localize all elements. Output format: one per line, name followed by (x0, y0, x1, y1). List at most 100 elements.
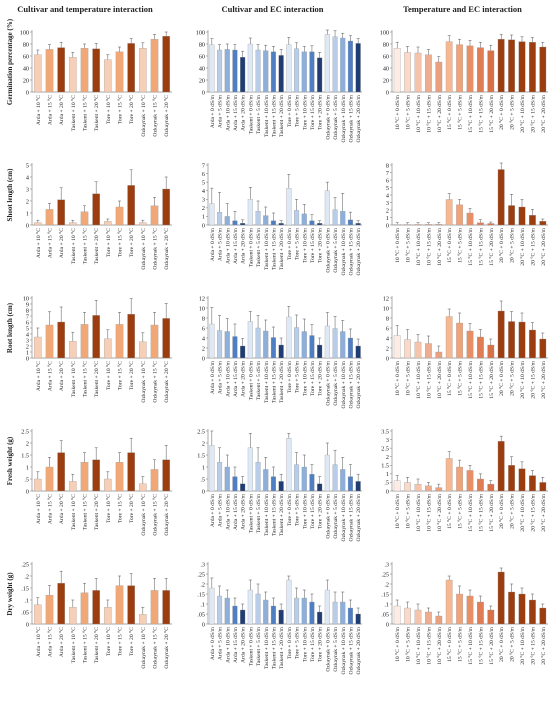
chart8-bar-11 (286, 316, 292, 359)
chart12-bar-4 (425, 485, 432, 492)
chart1-ytick-label-3: 60 (23, 53, 29, 60)
chart15-xtick-label-10: 15 °C + 20 dS/m (488, 626, 495, 664)
chart5-xtick-label-3: Arda + 10 dS/m (225, 227, 231, 264)
chart10-bar-6 (92, 459, 100, 492)
chart15-xtick-label-2: 10 °C + 5 dS/m (405, 626, 412, 662)
chart4-ytick-label-2: 2 (26, 198, 29, 205)
chart10-xtick-label-11: Ozkaynak + 15 °C (152, 494, 159, 536)
chart9-bar-9 (477, 336, 484, 359)
chart3-xtick-label-2: 10 °C + 5 dS/m (405, 94, 412, 130)
chart4-bar-11 (150, 205, 159, 226)
chart9-xtick-label-5: 10 °C + 20 dS/m (436, 360, 443, 398)
chart15-bar-3 (414, 609, 422, 625)
chart14-bar-7 (255, 593, 261, 625)
chart7-bar-1 (34, 336, 42, 359)
chart4-ytick-label-0: 0 (26, 222, 29, 229)
chart14-bar-6 (247, 589, 253, 625)
chart9-xtick-label-4: 10 °C + 15 dS/m (425, 360, 432, 398)
chart15-xtick-label-15: 20 °C + 20 dS/m (540, 626, 547, 664)
chart12-bar-7 (456, 466, 463, 492)
chart5-bar-14 (309, 220, 315, 226)
chart9-xtick-label-1: 10 °C + 0 dS/m (394, 360, 401, 396)
chart2-bar-17 (332, 36, 338, 93)
chart1-bar-1 (34, 54, 42, 93)
chart2-xtick-label-7: Taskent + 5 dS/m (256, 94, 262, 134)
chart7-xtick-label-10: Ozkaynak + 10 °C (140, 361, 147, 403)
chart7-xtick-label-4: Taskent + 10 °C (70, 361, 77, 397)
chart7-xtick-label-11: Ozkaynak + 15 °C (152, 361, 159, 403)
chart15-ytick-label-3: .15 (381, 591, 389, 598)
chart9-xtick-label-10: 15 °C + 20 dS/m (488, 360, 495, 398)
chart2-ytick-label-2: 40 (199, 65, 205, 72)
chart3-xtick-label-8: 15 °C + 10 dS/m (467, 94, 474, 132)
chart5-ytick-label-4: 4 (202, 188, 205, 195)
chart4-bar-7 (104, 221, 112, 226)
chart5-xtick-label-11: Tore + 0 dS/m (287, 227, 293, 260)
chart5-ytick-label-1: 1 (202, 214, 205, 221)
chart6-bar-1 (393, 224, 401, 226)
chart10-bar-1 (34, 478, 42, 492)
chart8-xtick-label-12: Tore + 5 dS/m (295, 360, 301, 393)
chart11-bar-3 (224, 466, 230, 492)
chart6-ytick-label-0: 0 (386, 222, 389, 229)
chart10-xtick-label-4: Taskent + 10 °C (70, 494, 77, 530)
chart5-xtick-label-16: Ozkaynak + 0 dS/m (325, 227, 331, 272)
chart12-bar-13 (518, 468, 526, 492)
chart5-xtick-label-10: Taskent + 20 dS/m (279, 227, 285, 270)
chart11-bar-15 (317, 483, 323, 492)
chart3-bar-15 (539, 46, 547, 93)
chart14-bar-2 (217, 595, 223, 625)
chart2-bar-18 (340, 37, 346, 93)
chart10-bar-2 (45, 466, 54, 492)
chart6-xtick-label-13: 20 °C + 10 dS/m (519, 227, 526, 265)
chart11-bar-2 (217, 462, 223, 492)
chart11-bar-19 (347, 476, 353, 492)
chart7-xtick-label-3: Arda + 20 °C (58, 361, 65, 391)
chart11-xtick-label-19: Ozkaynak + 15 dS/m (348, 493, 354, 541)
chart2-xtick-label-16: Ozkaynak + 0 dS/m (325, 94, 331, 139)
chart11-ytick-label-0: 0 (202, 488, 205, 495)
chart4-ytick-label-1: 1 (26, 210, 29, 217)
chart7-bar-4 (69, 341, 77, 359)
chart11-xtick-label-4: Arda + 15 dS/m (233, 493, 239, 530)
chart14-xtick-label-8: Taskent + 10 dS/m (264, 626, 270, 669)
chart8-ytick-label-4: 8 (202, 315, 205, 322)
chart5-xtick-label-2: Arda + 5 dS/m (218, 227, 224, 261)
chart2-bar-4 (232, 49, 238, 93)
chart8-bar-14 (309, 335, 315, 359)
chart11-xtick-label-14: Tore + 15 dS/m (310, 493, 316, 529)
chart2-xtick-label-12: Tore + 5 dS/m (295, 94, 301, 127)
chart7-ytick-label-6: 6 (26, 319, 29, 326)
chart3-xtick-label-5: 10 °C + 20 dS/m (436, 94, 443, 132)
chart12-ytick-label-1: .5 (384, 480, 389, 487)
chart8-xtick-label-7: Taskent + 5 dS/m (256, 360, 262, 400)
chart2-xtick-label-13: Tore + 10 dS/m (302, 94, 308, 130)
chart10-ylabel: Fresh weight (g) (6, 436, 14, 485)
chart9-ytick-label-5: 10 (383, 305, 389, 312)
chart11-xtick-label-20: Ozkaynak + 20 dS/m (356, 493, 362, 541)
chart13-xtick-label-10: Ozkaynak + 10 °C (140, 627, 147, 669)
chart2-bar-10 (278, 55, 284, 93)
chart14-bar-15 (317, 611, 323, 625)
chart9-xtick-label-9: 15 °C + 15 dS/m (477, 360, 484, 398)
chart5-xtick-label-6: Taskent + 0 dS/m (248, 227, 254, 267)
chart6-bar-11 (497, 169, 505, 226)
chart12-xtick-label-14: 20 °C + 15 dS/m (529, 493, 536, 531)
chart6-bar-14 (529, 215, 536, 226)
chart10-xtick-label-1: Arda + 10 °C (35, 494, 42, 524)
chart8-bar-12 (294, 327, 300, 359)
chart1-ytick-label-0: 0 (26, 89, 29, 96)
chart6-xtick-label-4: 10 °C + 15 dS/m (425, 227, 432, 265)
chart5-xtick-label-8: Taskent + 10 dS/m (264, 227, 270, 270)
chart7-ytick-label-4: 4 (26, 331, 29, 338)
chart7-bar-10 (139, 341, 147, 359)
chart4-xtick-label-10: Ozkaynak + 10 °C (140, 228, 147, 270)
chart12-ytick-label-2: 1 (386, 471, 389, 478)
chart5-ytick-label-5: 5 (202, 179, 205, 186)
chart15-bar-6 (445, 579, 453, 625)
chart6-xtick-label-9: 15 °C + 15 dS/m (477, 227, 484, 265)
chart1-ytick-label-5: 100 (20, 29, 29, 36)
chart7-ytick-label-7: 7 (26, 313, 29, 320)
chart1-bar-9 (127, 43, 135, 93)
